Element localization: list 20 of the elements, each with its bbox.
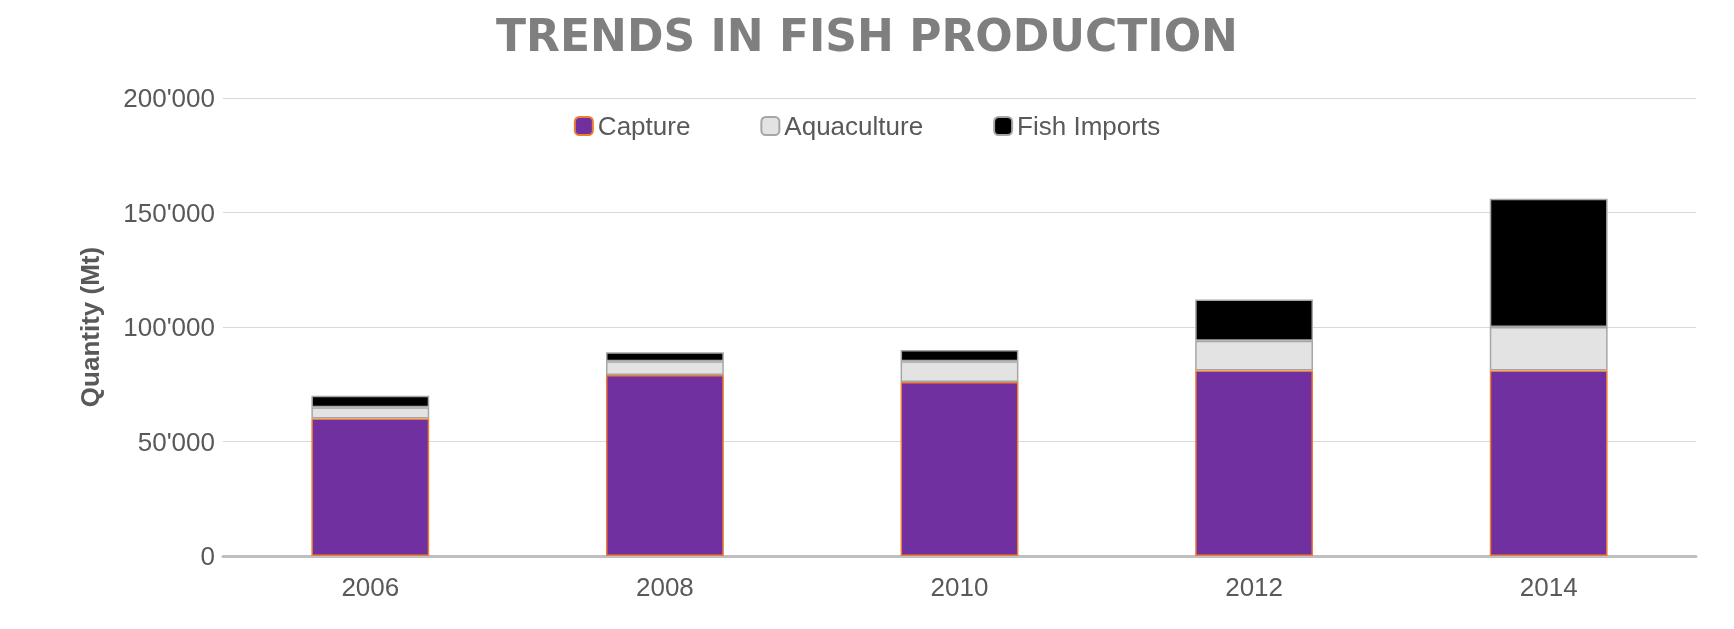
bar bbox=[1489, 370, 1608, 556]
y-tick-label: 50'000 bbox=[137, 426, 215, 457]
x-tick-label: 2012 bbox=[1225, 572, 1284, 602]
bar bbox=[311, 418, 430, 556]
legend-label: Capture bbox=[597, 111, 691, 141]
legend-label: Aquaculture bbox=[784, 111, 924, 141]
x-tick-label: 2014 bbox=[1519, 572, 1578, 602]
y-tick-label: 0 bbox=[200, 541, 215, 571]
y-axis-title: Quantity (Mt) bbox=[75, 246, 105, 408]
y-tick-label: 100'000 bbox=[123, 312, 215, 342]
chart-title: TRENDS IN FISH PRODUCTION bbox=[496, 9, 1238, 61]
bar bbox=[605, 375, 724, 556]
bar bbox=[1195, 370, 1314, 556]
y-tick-label: 200'000 bbox=[123, 83, 215, 113]
y-tick-label: 150'000 bbox=[123, 197, 215, 228]
x-tick-label: 2006 bbox=[341, 572, 400, 602]
legend-label: Fish Imports bbox=[1017, 111, 1161, 141]
x-tick-label: 2010 bbox=[930, 572, 989, 602]
x-tick-label: 2008 bbox=[635, 572, 694, 602]
bar bbox=[900, 381, 1019, 556]
